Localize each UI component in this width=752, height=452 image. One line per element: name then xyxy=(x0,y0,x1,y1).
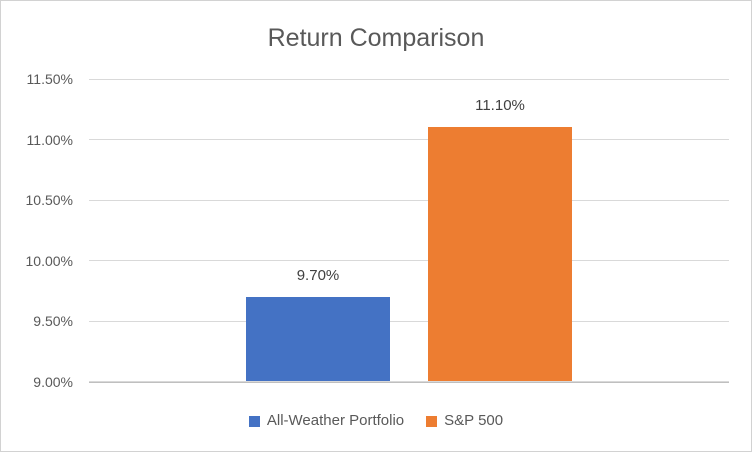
legend-swatch xyxy=(426,415,438,427)
y-axis-tick-label: 11.00% xyxy=(26,131,73,148)
gridline xyxy=(89,320,729,322)
legend-label: All-Weather Portfolio xyxy=(266,412,405,429)
legend-label: S&P 500 xyxy=(444,412,504,429)
bar-s-p-500 xyxy=(428,127,572,382)
x-axis-line xyxy=(89,381,729,383)
y-axis-tick-label: 11.50% xyxy=(26,71,73,87)
legend-item-s-p-500: S&P 500 xyxy=(426,410,503,432)
legend-swatch xyxy=(248,415,260,427)
y-axis-tick-label: 10.00% xyxy=(25,252,73,269)
y-axis-tick-label: 10.50% xyxy=(25,192,73,208)
gridline xyxy=(89,260,729,261)
legend-item-all-weather-portfolio: All-Weather Portfolio xyxy=(248,410,405,432)
y-axis-tick-label: 9.00% xyxy=(33,373,73,390)
bar-value-label: 9.70% xyxy=(296,266,340,284)
legend: All-Weather Portfolio S&P 500 xyxy=(1,410,751,432)
bar-value-label: 11.10% xyxy=(475,97,525,115)
y-axis-tick-label: 9.50% xyxy=(33,313,73,329)
gridline xyxy=(89,139,729,140)
bar-all-weather-portfolio xyxy=(246,296,390,382)
gridline xyxy=(89,199,729,201)
chart-title: Return Comparison xyxy=(267,24,485,52)
gridline xyxy=(89,78,729,80)
